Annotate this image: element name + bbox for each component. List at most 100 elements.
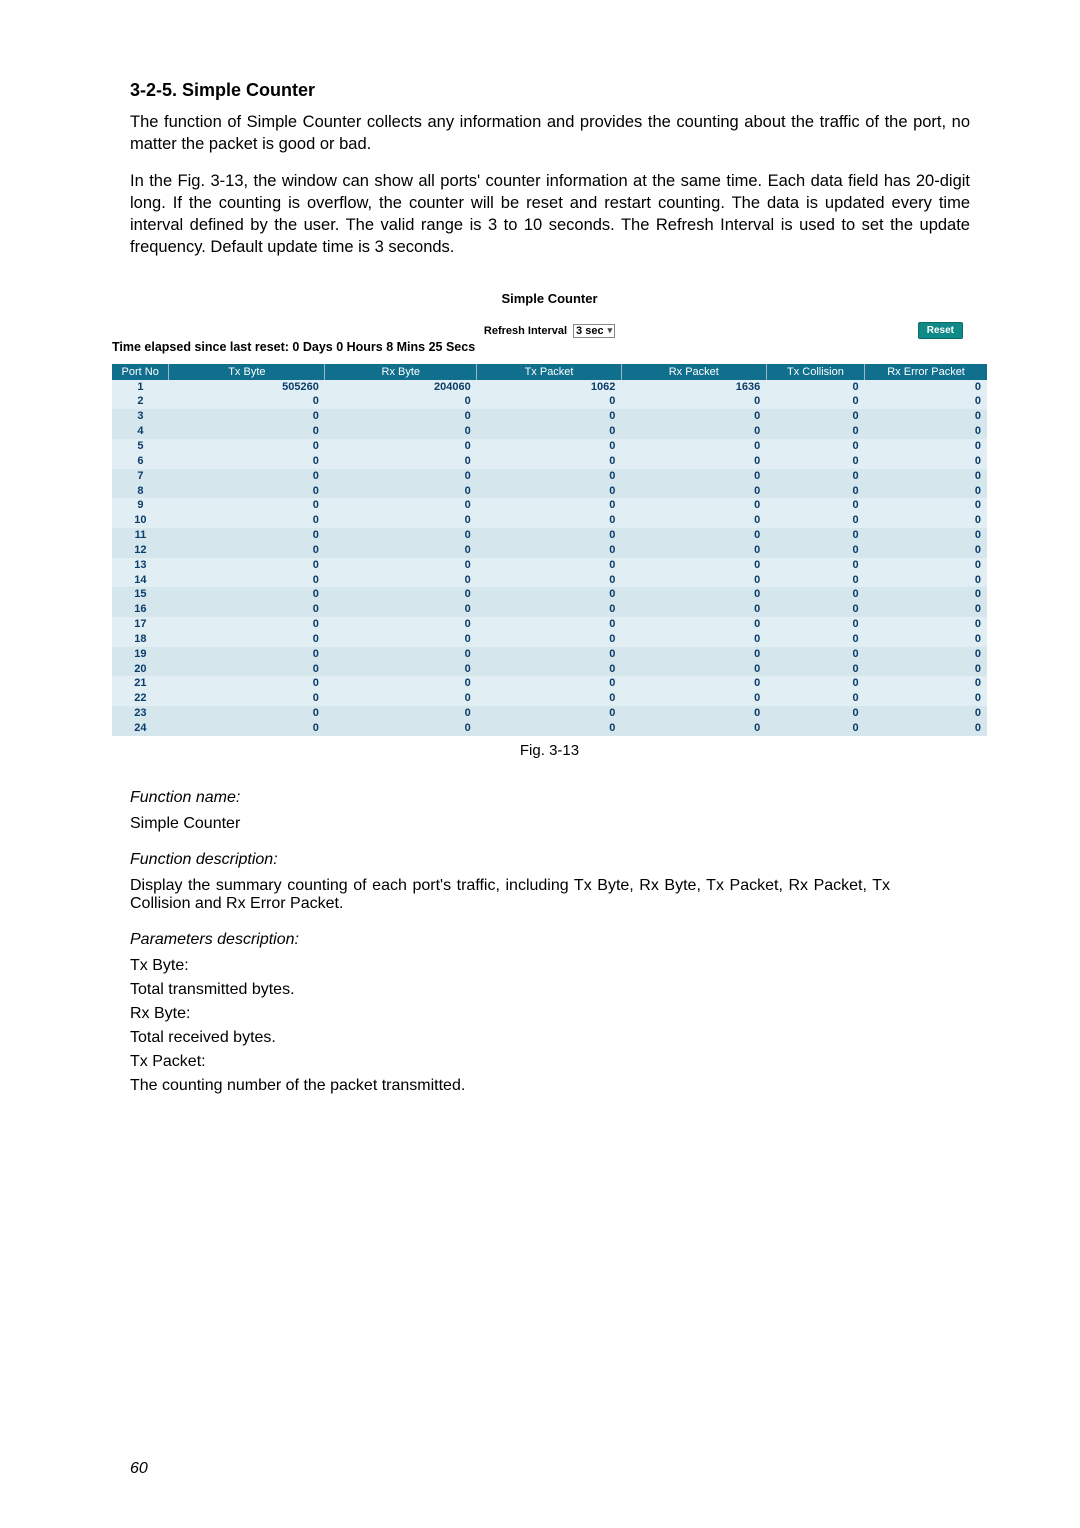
cell-rxerr: 0 <box>865 647 987 662</box>
cell-rxbyte: 0 <box>325 587 477 602</box>
cell-rxpkt: 0 <box>621 662 766 677</box>
cell-txcol: 0 <box>766 573 864 588</box>
cell-txpkt: 0 <box>477 498 622 513</box>
cell-txbyte: 0 <box>169 469 325 484</box>
cell-port: 3 <box>112 409 169 424</box>
cell-txpkt: 0 <box>477 513 622 528</box>
cell-rxbyte: 0 <box>325 573 477 588</box>
cell-rxerr: 0 <box>865 558 987 573</box>
col-txpkt: Tx Packet <box>477 364 622 380</box>
table-row: 15052602040601062163600 <box>112 380 987 395</box>
cell-rxpkt: 0 <box>621 454 766 469</box>
cell-port: 10 <box>112 513 169 528</box>
cell-txcol: 0 <box>766 380 864 395</box>
cell-txcol: 0 <box>766 394 864 409</box>
cell-txbyte: 0 <box>169 528 325 543</box>
cell-rxerr: 0 <box>865 484 987 499</box>
cell-rxerr: 0 <box>865 380 987 395</box>
cell-txbyte: 0 <box>169 617 325 632</box>
cell-rxbyte: 0 <box>325 528 477 543</box>
table-row: 8000000 <box>112 484 987 499</box>
refresh-interval-label: Refresh Interval <box>484 325 567 337</box>
cell-txbyte: 0 <box>169 484 325 499</box>
cell-port: 17 <box>112 617 169 632</box>
cell-txpkt: 0 <box>477 602 622 617</box>
cell-txpkt: 0 <box>477 721 622 736</box>
table-row: 12000000 <box>112 543 987 558</box>
counter-title: Simple Counter <box>112 291 987 306</box>
cell-rxerr: 0 <box>865 617 987 632</box>
cell-port: 14 <box>112 573 169 588</box>
cell-rxerr: 0 <box>865 573 987 588</box>
cell-rxerr: 0 <box>865 632 987 647</box>
cell-txbyte: 0 <box>169 454 325 469</box>
cell-rxerr: 0 <box>865 394 987 409</box>
cell-txbyte: 0 <box>169 394 325 409</box>
cell-rxbyte: 0 <box>325 439 477 454</box>
cell-txbyte: 0 <box>169 587 325 602</box>
cell-rxpkt: 0 <box>621 513 766 528</box>
cell-rxerr: 0 <box>865 691 987 706</box>
cell-rxbyte: 0 <box>325 691 477 706</box>
cell-txcol: 0 <box>766 424 864 439</box>
cell-txpkt: 0 <box>477 676 622 691</box>
table-row: 10000000 <box>112 513 987 528</box>
col-rxpkt: Rx Packet <box>621 364 766 380</box>
cell-txpkt: 0 <box>477 573 622 588</box>
cell-txcol: 0 <box>766 558 864 573</box>
table-row: 15000000 <box>112 587 987 602</box>
cell-txbyte: 0 <box>169 676 325 691</box>
cell-port: 1 <box>112 380 169 395</box>
cell-rxerr: 0 <box>865 706 987 721</box>
cell-txbyte: 0 <box>169 647 325 662</box>
table-row: 21000000 <box>112 676 987 691</box>
col-txcol: Tx Collision <box>766 364 864 380</box>
cell-rxbyte: 0 <box>325 454 477 469</box>
param-txbyte-label: Tx Byte: <box>130 957 970 975</box>
refresh-interval-select[interactable]: 3 sec ▾ <box>573 324 615 338</box>
cell-port: 5 <box>112 439 169 454</box>
cell-txcol: 0 <box>766 676 864 691</box>
cell-rxpkt: 0 <box>621 617 766 632</box>
paragraph-2: In the Fig. 3-13, the window can show al… <box>130 170 970 259</box>
cell-rxpkt: 0 <box>621 394 766 409</box>
cell-rxbyte: 0 <box>325 424 477 439</box>
cell-txpkt: 0 <box>477 558 622 573</box>
time-elapsed-text: Time elapsed since last reset: 0 Days 0 … <box>112 340 987 354</box>
table-row: 18000000 <box>112 632 987 647</box>
cell-txcol: 0 <box>766 691 864 706</box>
cell-port: 8 <box>112 484 169 499</box>
cell-port: 7 <box>112 469 169 484</box>
cell-rxpkt: 0 <box>621 721 766 736</box>
cell-txbyte: 0 <box>169 706 325 721</box>
cell-rxbyte: 0 <box>325 662 477 677</box>
cell-txpkt: 0 <box>477 647 622 662</box>
cell-txcol: 0 <box>766 469 864 484</box>
table-row: 11000000 <box>112 528 987 543</box>
cell-txbyte: 0 <box>169 439 325 454</box>
table-row: 23000000 <box>112 706 987 721</box>
table-row: 4000000 <box>112 424 987 439</box>
counter-table: Port No Tx Byte Rx Byte Tx Packet Rx Pac… <box>112 364 987 736</box>
cell-rxerr: 0 <box>865 602 987 617</box>
cell-rxpkt: 0 <box>621 484 766 499</box>
param-txpkt-label: Tx Packet: <box>130 1053 970 1071</box>
cell-rxbyte: 0 <box>325 469 477 484</box>
cell-port: 11 <box>112 528 169 543</box>
cell-txpkt: 0 <box>477 617 622 632</box>
section-heading: 3-2-5. Simple Counter <box>130 80 970 101</box>
cell-txcol: 0 <box>766 528 864 543</box>
cell-txbyte: 0 <box>169 409 325 424</box>
table-row: 9000000 <box>112 498 987 513</box>
cell-rxpkt: 0 <box>621 706 766 721</box>
cell-txpkt: 0 <box>477 394 622 409</box>
cell-rxbyte: 0 <box>325 543 477 558</box>
cell-rxbyte: 0 <box>325 513 477 528</box>
cell-rxpkt: 1636 <box>621 380 766 395</box>
cell-rxbyte: 0 <box>325 721 477 736</box>
cell-port: 24 <box>112 721 169 736</box>
cell-txbyte: 0 <box>169 573 325 588</box>
cell-rxbyte: 0 <box>325 394 477 409</box>
reset-button[interactable]: Reset <box>918 322 963 339</box>
cell-rxerr: 0 <box>865 469 987 484</box>
